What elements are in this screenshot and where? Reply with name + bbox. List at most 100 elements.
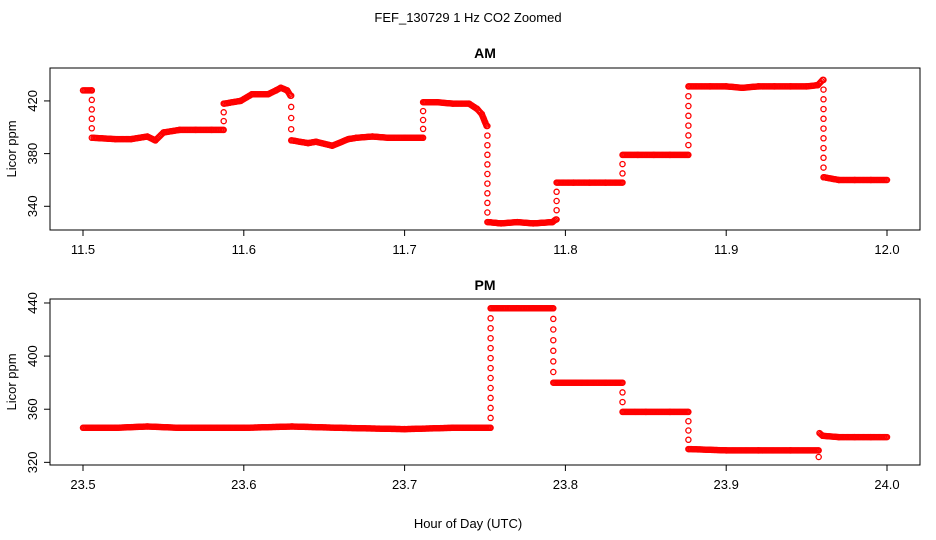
data-point-am-389: [484, 151, 491, 159]
data-point-pm-417: [550, 326, 557, 333]
data-point-am-712: [820, 144, 827, 152]
data-point-am-393: [484, 190, 491, 197]
figure-xlabel: Hour of Day (UTC): [414, 516, 522, 531]
data-point-pm-421: [550, 368, 557, 376]
data-point-pm-416: [550, 315, 557, 323]
x-tick-label-pm-5: 24.0: [874, 477, 899, 492]
data-point-am-195: [287, 92, 295, 99]
points-pm: [79, 305, 891, 461]
data-point-am-521: [619, 160, 626, 168]
data-point-am-196: [287, 103, 295, 111]
data-point-am-317: [419, 125, 427, 133]
data-point-am-520: [619, 170, 626, 177]
data-point-am-198: [287, 125, 295, 133]
data-point-am-9: [88, 96, 96, 104]
data-point-pm-349: [487, 424, 494, 432]
data-point-am-11: [88, 115, 96, 123]
data-point-am-705: [820, 76, 827, 84]
x-tick-label-am-5: 12.0: [874, 242, 899, 257]
x-tick-label-pm-3: 23.8: [553, 477, 578, 492]
y-tick-label-am-0: 340: [25, 195, 40, 217]
x-tick-label-pm-2: 23.7: [392, 477, 417, 492]
data-point-am-770: [883, 176, 891, 184]
data-point-pm-352: [487, 394, 494, 402]
x-tick-label-am-2: 11.7: [392, 242, 416, 257]
data-point-am-131: [220, 109, 227, 116]
data-point-am-316: [419, 134, 427, 142]
y-tick-label-am-1: 380: [25, 143, 40, 165]
data-point-pm-543: [685, 408, 692, 416]
data-point-am-390: [484, 161, 491, 168]
x-tick-label-am-3: 11.8: [553, 242, 577, 257]
data-point-am-713: [820, 154, 827, 162]
data-point-am-711: [820, 135, 827, 142]
data-point-pm-483: [619, 389, 626, 396]
panel-am: AM Licor ppm 11.5 11.6 11.7 11.8 11.9 12.0 340…: [4, 45, 921, 257]
data-point-am-318: [419, 116, 427, 124]
data-point-am-706: [820, 86, 827, 93]
data-point-pm-353: [487, 384, 494, 392]
y-tick-label-pm-3: 440: [25, 292, 40, 314]
plot-frame-pm: [49, 298, 921, 466]
panel-title-pm: PM: [475, 277, 496, 293]
data-point-am-387: [484, 132, 491, 139]
data-point-pm-419: [550, 347, 557, 355]
ticks-am: 11.5 11.6 11.7 11.8 11.9 12.0 340 380 420: [25, 90, 900, 257]
y-tick-label-pm-0: 320: [25, 451, 40, 473]
data-point-am-395: [484, 209, 491, 216]
y-tick-label-am-2: 420: [25, 90, 40, 112]
data-point-pm-354: [487, 374, 494, 382]
data-point-am-391: [484, 170, 491, 178]
data-point-am-708: [820, 105, 827, 113]
data-point-am-388: [484, 141, 491, 149]
data-point-am-714: [820, 164, 827, 171]
data-point-am-460: [553, 197, 560, 205]
data-point-pm-418: [550, 336, 557, 344]
data-point-am-129: [220, 126, 227, 134]
data-point-am-707: [820, 96, 827, 103]
y-tick-label-pm-1: 360: [25, 398, 40, 420]
data-point-pm-544: [685, 417, 692, 425]
ylabel-pm: Licor ppm: [4, 353, 19, 410]
data-point-am-586: [685, 92, 692, 100]
data-point-pm-484: [619, 398, 626, 406]
data-point-pm-359: [487, 324, 494, 332]
panel-title-am: AM: [474, 45, 496, 61]
data-point-pm-482: [619, 379, 626, 386]
x-tick-label-pm-1: 23.6: [231, 477, 256, 492]
data-point-am-584: [685, 112, 692, 120]
data-point-pm-661: [815, 453, 822, 461]
data-point-pm-721: [883, 433, 891, 441]
data-point-am-319: [419, 107, 427, 115]
data-point-am-10: [88, 106, 96, 113]
data-point-pm-357: [487, 344, 494, 352]
data-point-am-130: [220, 117, 227, 125]
data-point-pm-358: [487, 334, 494, 342]
data-point-pm-545: [685, 427, 692, 434]
data-point-am-8: [88, 87, 96, 94]
data-point-am-582: [685, 132, 692, 139]
data-point-am-710: [820, 125, 827, 132]
x-tick-label-am-1: 11.6: [232, 242, 256, 257]
x-tick-label-pm-4: 23.9: [714, 477, 739, 492]
data-point-am-519: [619, 179, 626, 186]
data-point-pm-415: [550, 305, 557, 312]
data-point-am-394: [484, 199, 491, 207]
data-point-pm-420: [550, 358, 557, 365]
y-tick-label-pm-2: 400: [25, 345, 40, 367]
data-point-pm-360: [487, 315, 494, 322]
ylabel-am: Licor ppm: [4, 120, 19, 177]
plot-frame-am: [49, 67, 921, 231]
data-point-pm-546: [685, 436, 692, 444]
x-tick-label-am-0: 11.5: [71, 242, 95, 257]
ticks-pm: 23.5 23.6 23.7 23.8 23.9 24.0 320 360 400 440: [25, 292, 900, 492]
data-point-am-392: [484, 180, 491, 187]
data-point-pm-351: [487, 404, 494, 412]
data-point-am-580: [685, 151, 692, 159]
points-am: [79, 76, 891, 227]
panel-pm: PM Licor ppm 23.5 23.6 23.7 23.8 23.9 24.0 320…: [4, 277, 921, 492]
data-point-am-12: [88, 125, 96, 132]
data-point-pm-350: [487, 414, 494, 422]
